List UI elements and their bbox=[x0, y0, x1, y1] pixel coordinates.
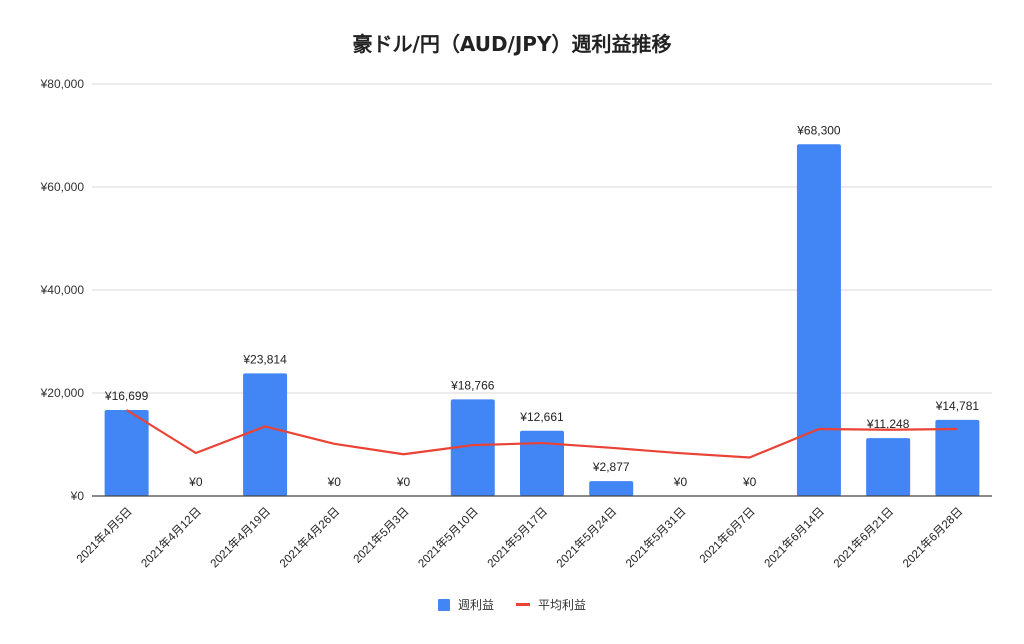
bar[interactable] bbox=[450, 399, 495, 496]
bar-value-label: ¥68,300 bbox=[796, 123, 841, 137]
x-tick-label: 2021年5月3日 bbox=[350, 504, 411, 565]
bar-value-label: ¥2,877 bbox=[592, 460, 630, 474]
bar-value-label: ¥12,661 bbox=[519, 410, 564, 424]
bar[interactable] bbox=[796, 144, 841, 496]
x-tick-label: 2021年4月5日 bbox=[73, 504, 134, 565]
bar[interactable] bbox=[104, 410, 149, 496]
x-tick-label: 2021年5月31日 bbox=[623, 504, 689, 570]
x-tick-label: 2021年5月10日 bbox=[415, 504, 481, 570]
bar-value-label: ¥23,814 bbox=[242, 352, 287, 366]
x-tick-label: 2021年4月19日 bbox=[207, 504, 273, 570]
bar-data-labels: ¥16,699 ¥0 ¥23,814 ¥0 ¥0 ¥18,766 ¥12,661 ¥2,877… bbox=[104, 123, 979, 489]
gridlines bbox=[92, 83, 992, 394]
bar[interactable] bbox=[520, 430, 564, 496]
chart-title: 豪ドル/円（AUD/JPY）週利益推移 bbox=[352, 32, 672, 56]
bar-value-label: ¥0 bbox=[188, 475, 203, 489]
bar-value-label: ¥11,248 bbox=[866, 417, 910, 431]
y-tick-label: ¥0 bbox=[70, 489, 85, 503]
bar-value-label: ¥0 bbox=[673, 475, 688, 489]
bar-value-label: ¥16,699 bbox=[104, 389, 149, 403]
legend-label: 平均利益 bbox=[538, 598, 587, 612]
x-tick-label: 2021年6月14日 bbox=[761, 504, 827, 570]
x-tick-label: 2021年5月24日 bbox=[553, 504, 619, 570]
y-tick-label: ¥40,000 bbox=[40, 283, 85, 297]
bar[interactable] bbox=[866, 438, 911, 496]
average-line-series bbox=[126, 409, 958, 459]
x-axis: 2021年4月5日 2021年4月12日 2021年4月19日 2021年4月26日 2… bbox=[73, 495, 992, 570]
x-tick-label: 2021年6月28日 bbox=[900, 504, 966, 570]
legend-item-weekly-profit[interactable]: 週利益 bbox=[437, 596, 494, 613]
x-tick-label: 2021年5月17日 bbox=[484, 504, 550, 570]
bar[interactable] bbox=[243, 373, 288, 496]
bar-value-label: ¥18,766 bbox=[450, 378, 495, 392]
y-axis: ¥0 ¥20,000 ¥40,000 ¥60,000 ¥80,000 bbox=[40, 77, 85, 503]
x-tick-label: 2021年6月21日 bbox=[830, 504, 896, 570]
average-line[interactable] bbox=[126, 409, 958, 459]
legend: 週利益 平均利益 bbox=[0, 596, 1024, 613]
y-tick-label: ¥80,000 bbox=[40, 77, 85, 91]
legend-item-average-profit[interactable]: 平均利益 bbox=[516, 596, 586, 613]
x-tick-label: 2021年6月7日 bbox=[696, 504, 757, 565]
bar-value-label: ¥0 bbox=[396, 475, 411, 489]
bar-value-label: ¥0 bbox=[327, 475, 342, 489]
bar-series bbox=[104, 144, 980, 496]
bar-value-label: ¥0 bbox=[742, 475, 757, 489]
line-swatch-icon bbox=[516, 603, 530, 606]
x-tick-label: 2021年4月26日 bbox=[276, 504, 342, 570]
bar[interactable] bbox=[589, 481, 634, 496]
y-tick-label: ¥60,000 bbox=[40, 180, 85, 194]
bar-value-label: ¥14,781 bbox=[935, 399, 980, 413]
y-tick-label: ¥20,000 bbox=[40, 386, 85, 400]
x-tick-label: 2021年4月12日 bbox=[138, 504, 204, 570]
legend-label: 週利益 bbox=[457, 598, 494, 612]
bar-swatch-icon bbox=[437, 598, 450, 611]
bar[interactable] bbox=[935, 419, 980, 496]
